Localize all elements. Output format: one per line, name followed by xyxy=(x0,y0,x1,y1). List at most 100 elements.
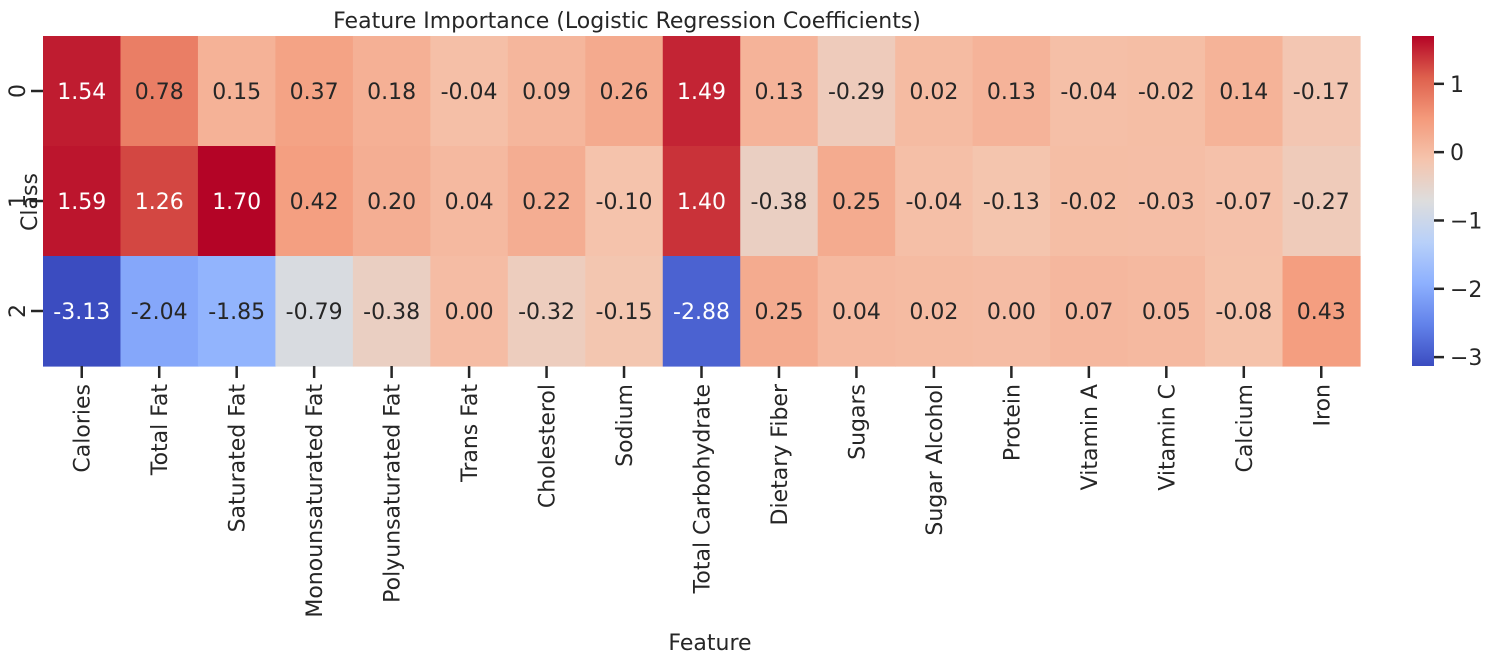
x-tick-label: Dietary Fiber xyxy=(768,383,793,525)
x-tick-label: Sugars xyxy=(845,384,870,460)
heatmap-cell xyxy=(352,256,431,367)
heatmap-cell xyxy=(352,36,431,147)
x-tick-label: Total Carbohydrate xyxy=(691,384,716,594)
cell-label: -0.27 xyxy=(1293,190,1350,215)
cell-label: -0.07 xyxy=(1215,190,1272,215)
cell-label: 0.13 xyxy=(987,80,1036,105)
cell-label: 0.25 xyxy=(832,190,881,215)
y-axis-label: Class xyxy=(18,173,43,231)
cell-label: -2.04 xyxy=(131,300,188,325)
x-tick-label: Iron xyxy=(1310,384,1335,426)
cell-label: 0.26 xyxy=(600,80,649,105)
cell-label: 0.02 xyxy=(909,300,958,325)
cell-label: 0.20 xyxy=(367,190,416,215)
cell-label: 0.43 xyxy=(1297,300,1346,325)
x-tick-label: Polyunsaturated Fat xyxy=(381,384,406,603)
heatmap-cell xyxy=(120,256,199,367)
heatmap-cell xyxy=(43,36,122,147)
cell-label: -0.10 xyxy=(596,190,653,215)
heatmap-cell xyxy=(507,256,586,367)
heatmap-cell xyxy=(740,36,819,147)
cell-label: 0.09 xyxy=(522,80,571,105)
heatmap-cell xyxy=(662,146,741,257)
cell-label: 0.15 xyxy=(212,80,261,105)
heatmap-cell xyxy=(120,36,199,147)
cell-label: 0.00 xyxy=(987,300,1036,325)
x-tick-label: Vitamin A xyxy=(1078,384,1103,490)
heatmap-cell xyxy=(352,146,431,257)
heatmap-cell xyxy=(895,146,974,257)
heatmap-cells: 1.54 0.78 0.15 0.37 0.18 -0.04 0.09 0.26 1.49 0.1… xyxy=(43,36,1361,367)
x-tick-label: Sugar Alcohol xyxy=(923,384,948,536)
heatmap-cell xyxy=(662,36,741,147)
x-axis-label: Feature xyxy=(668,631,751,656)
x-tick-label: Saturated Fat xyxy=(226,384,251,533)
heatmap-cell xyxy=(1205,36,1284,147)
heatmap-cell xyxy=(972,146,1051,257)
cell-label: -0.13 xyxy=(983,190,1040,215)
heatmap-cell xyxy=(1282,36,1361,147)
cell-label: -1.85 xyxy=(208,300,265,325)
cell-label: 0.07 xyxy=(1064,300,1113,325)
cell-label: 0.25 xyxy=(754,300,803,325)
cell-label: -3.13 xyxy=(53,300,110,325)
heatmap-cell xyxy=(430,36,509,147)
x-tick-label: Protein xyxy=(1000,384,1025,461)
heatmap-cell xyxy=(1050,146,1129,257)
cell-label: 0.04 xyxy=(832,300,881,325)
heatmap-cell xyxy=(275,146,354,257)
cell-label: 0.04 xyxy=(445,190,494,215)
cell-label: -0.02 xyxy=(1138,80,1195,105)
cell-label: 1.59 xyxy=(57,190,106,215)
heatmap-cell xyxy=(507,36,586,147)
heatmap-cell xyxy=(1127,36,1206,147)
heatmap-cell xyxy=(895,36,974,147)
heatmap-cell xyxy=(275,256,354,367)
cell-label: -0.04 xyxy=(1060,80,1117,105)
heatmap-cell xyxy=(120,146,199,257)
heatmap-cell xyxy=(430,146,509,257)
heatmap-cell xyxy=(817,256,896,367)
x-tick-label: Sodium xyxy=(613,384,638,467)
heatmap-cell xyxy=(275,36,354,147)
heatmap-cell xyxy=(662,256,741,367)
heatmap-cell xyxy=(585,146,664,257)
colorbar-tick-label: 1 xyxy=(1450,73,1464,98)
cell-label: -0.29 xyxy=(828,80,885,105)
cell-label: -0.38 xyxy=(751,190,808,215)
cell-label: 0.42 xyxy=(290,190,339,215)
heatmap-cell xyxy=(430,256,509,367)
colorbar-gradient xyxy=(1412,36,1434,366)
heatmap-cell xyxy=(1282,256,1361,367)
cell-label: 1.54 xyxy=(57,80,106,105)
x-tick-label: Calcium xyxy=(1233,384,1258,473)
cell-label: -0.04 xyxy=(905,190,962,215)
x-tick-label: Vitamin C xyxy=(1155,384,1180,491)
heatmap-cell xyxy=(972,256,1051,367)
cell-label: 0.78 xyxy=(135,80,184,105)
cell-label: -0.38 xyxy=(363,300,420,325)
colorbar-tick-label: −2 xyxy=(1450,278,1482,303)
x-tick-label: Monounsaturated Fat xyxy=(303,384,328,618)
heatmap-cell xyxy=(817,36,896,147)
cell-label: 0.22 xyxy=(522,190,571,215)
y-tick-label: 2 xyxy=(6,304,31,318)
heatmap-cell xyxy=(1050,256,1129,367)
x-tick-label: Total Fat xyxy=(148,384,173,476)
cell-label: 0.18 xyxy=(367,80,416,105)
heatmap-cell xyxy=(1127,256,1206,367)
colorbar-tick-label: 0 xyxy=(1450,141,1464,166)
cell-label: -0.03 xyxy=(1138,190,1195,215)
cell-label: -0.15 xyxy=(596,300,653,325)
cell-label: 0.00 xyxy=(445,300,494,325)
heatmap-cell xyxy=(817,146,896,257)
heatmap-cell xyxy=(43,256,122,367)
heatmap-cell xyxy=(197,36,277,147)
heatmap-cell xyxy=(197,146,277,257)
colorbar-tick-label: −1 xyxy=(1450,209,1482,234)
colorbar: 1 0 −1 −2 −3 xyxy=(1412,36,1482,371)
cell-label: 0.14 xyxy=(1219,80,1268,105)
y-tick-label: 0 xyxy=(6,84,31,98)
cell-label: 1.70 xyxy=(212,190,261,215)
